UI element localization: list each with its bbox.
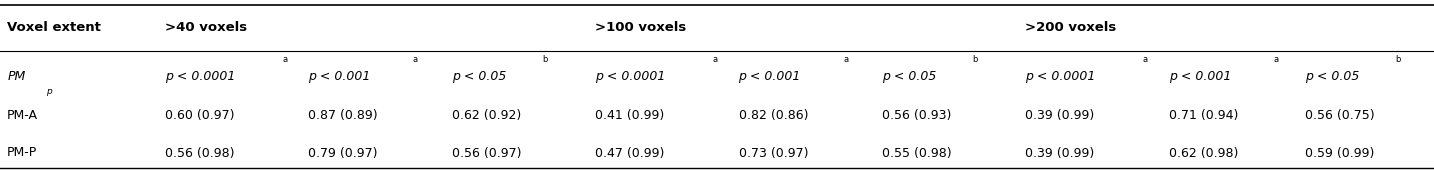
Text: a: a — [843, 55, 849, 64]
Text: p < 0.0001: p < 0.0001 — [1025, 70, 1096, 83]
Text: 0.79 (0.97): 0.79 (0.97) — [308, 147, 377, 159]
Text: 0.87 (0.89): 0.87 (0.89) — [308, 109, 379, 122]
Text: b: b — [1395, 55, 1401, 64]
Text: a: a — [282, 55, 288, 64]
Text: 0.56 (0.97): 0.56 (0.97) — [452, 147, 521, 159]
Text: p < 0.0001: p < 0.0001 — [595, 70, 665, 83]
Text: p < 0.001: p < 0.001 — [739, 70, 800, 83]
Text: 0.56 (0.98): 0.56 (0.98) — [165, 147, 234, 159]
Text: 0.55 (0.98): 0.55 (0.98) — [882, 147, 952, 159]
Text: 0.39 (0.99): 0.39 (0.99) — [1025, 147, 1094, 159]
Text: p < 0.05: p < 0.05 — [882, 70, 936, 83]
Text: a: a — [1273, 55, 1279, 64]
Text: 0.59 (0.99): 0.59 (0.99) — [1305, 147, 1374, 159]
Text: b: b — [972, 55, 978, 64]
Text: 0.62 (0.98): 0.62 (0.98) — [1169, 147, 1238, 159]
Text: Voxel extent: Voxel extent — [7, 21, 100, 34]
Text: 0.62 (0.92): 0.62 (0.92) — [452, 109, 521, 122]
Text: p < 0.05: p < 0.05 — [1305, 70, 1359, 83]
Text: p: p — [46, 87, 52, 96]
Text: PM: PM — [7, 70, 26, 83]
Text: a: a — [413, 55, 419, 64]
Text: a: a — [713, 55, 718, 64]
Text: 0.82 (0.86): 0.82 (0.86) — [739, 109, 807, 122]
Text: a: a — [1143, 55, 1149, 64]
Text: 0.47 (0.99): 0.47 (0.99) — [595, 147, 664, 159]
Text: PM-P: PM-P — [7, 147, 37, 159]
Text: >200 voxels: >200 voxels — [1025, 21, 1117, 34]
Text: p < 0.001: p < 0.001 — [308, 70, 370, 83]
Text: 0.39 (0.99): 0.39 (0.99) — [1025, 109, 1094, 122]
Text: >100 voxels: >100 voxels — [595, 21, 687, 34]
Text: b: b — [542, 55, 548, 64]
Text: 0.56 (0.75): 0.56 (0.75) — [1305, 109, 1375, 122]
Text: p < 0.0001: p < 0.0001 — [165, 70, 235, 83]
Text: 0.60 (0.97): 0.60 (0.97) — [165, 109, 234, 122]
Text: 0.71 (0.94): 0.71 (0.94) — [1169, 109, 1238, 122]
Text: p < 0.05: p < 0.05 — [452, 70, 506, 83]
Text: PM-A: PM-A — [7, 109, 39, 122]
Text: 0.56 (0.93): 0.56 (0.93) — [882, 109, 951, 122]
Text: p < 0.001: p < 0.001 — [1169, 70, 1230, 83]
Text: >40 voxels: >40 voxels — [165, 21, 247, 34]
Text: 0.41 (0.99): 0.41 (0.99) — [595, 109, 664, 122]
Text: 0.73 (0.97): 0.73 (0.97) — [739, 147, 807, 159]
